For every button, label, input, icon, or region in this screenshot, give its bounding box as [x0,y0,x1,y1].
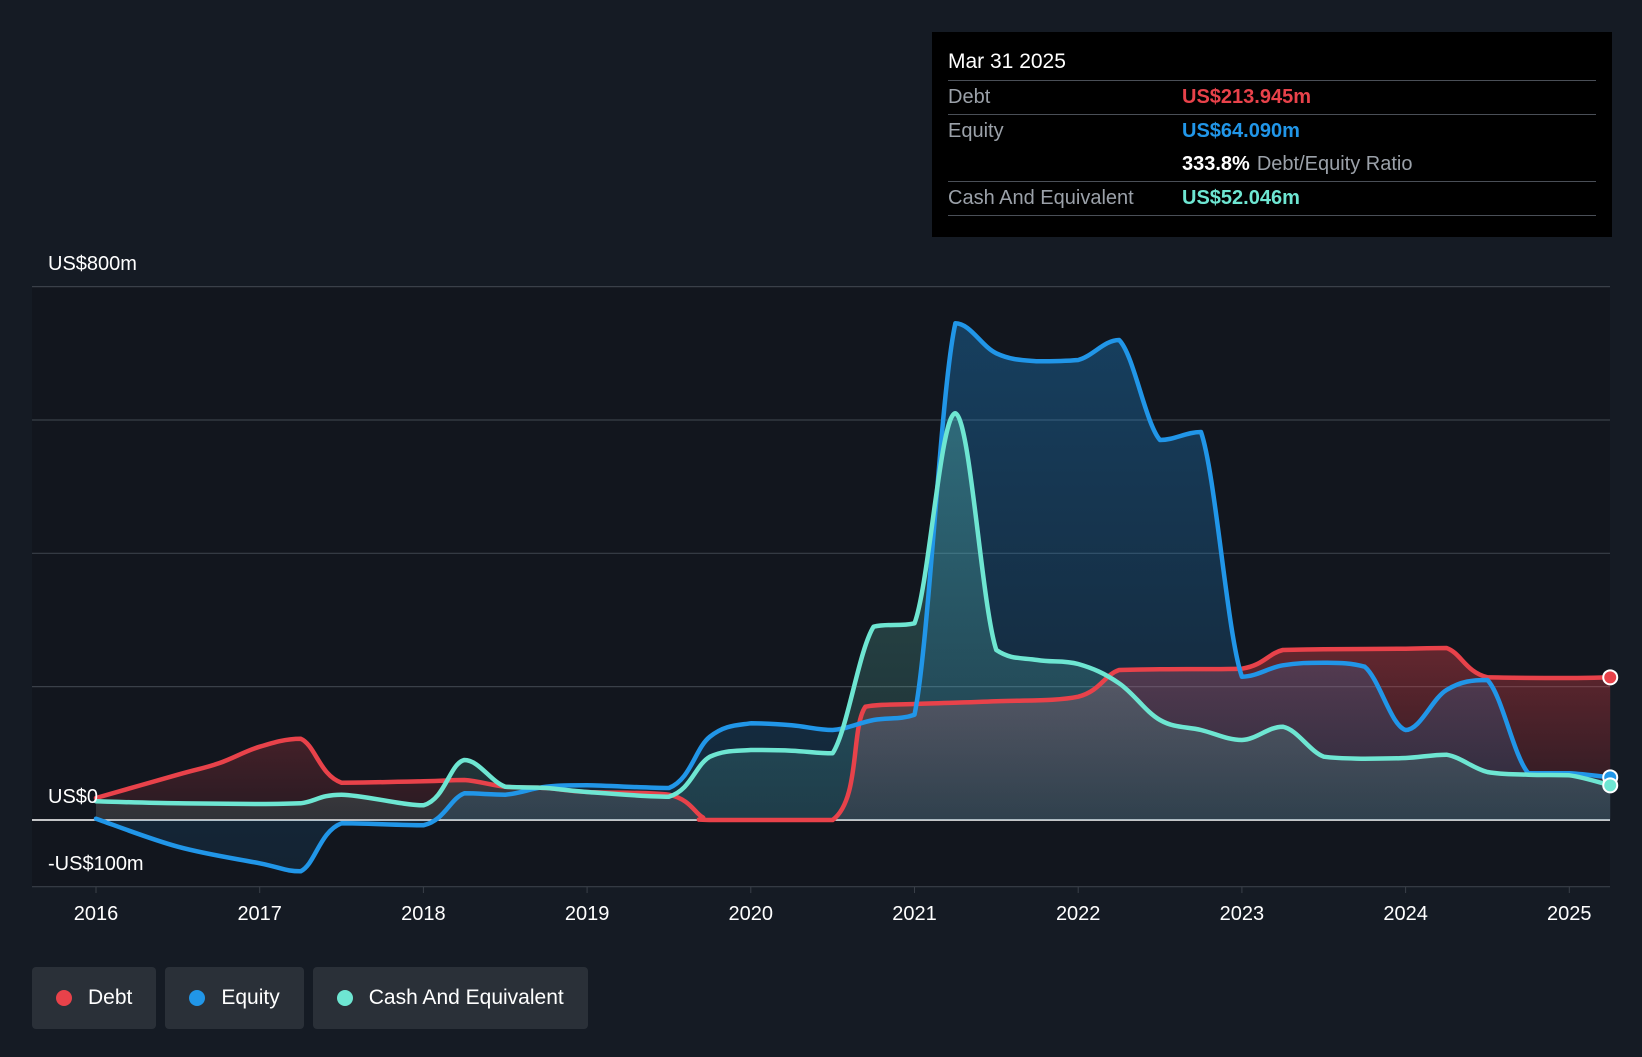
cash-line [93,411,1613,808]
debt-line [93,645,1613,823]
tooltip-date: Mar 31 2025 [948,46,1596,81]
tooltip-cash-label: Cash And Equivalent [948,187,1134,209]
cash-end-marker [1602,777,1619,794]
hover-tooltip: Mar 31 2025 Debt US$213.945m Equity US$6… [932,32,1612,237]
equity-line [93,321,1613,874]
x-tick-label: 2023 [1220,903,1265,925]
tooltip-debt-value: US$213.945m [1182,86,1311,108]
x-tick-label: 2021 [892,903,937,925]
x-tick-label: 2025 [1547,903,1592,925]
gridlines [32,286,1610,888]
x-tick-label: 2019 [565,903,610,925]
series-areas [96,323,1611,872]
tooltip-ratio-spacer [948,148,1182,181]
debt-end-marker [1602,669,1619,686]
legend-dot-cash-icon [336,990,353,1006]
y-label-bottom: -US$100m [48,853,144,875]
tooltip-ratio-row: 333.8% Debt/Equity Ratio [948,148,1596,182]
legend-label-cash: Cash And Equivalent [368,986,564,1009]
x-tick-label: 2022 [1056,903,1101,925]
tooltip-debt-row: Debt US$213.945m [948,81,1596,115]
cash-area [96,413,1611,820]
tooltip-equity-value: US$64.090m [1182,120,1300,142]
series-lines [93,321,1613,874]
legend-label-equity: Equity [221,986,280,1009]
tooltip-cash-value: US$52.046m [1182,187,1300,209]
tooltip-equity-label: Equity [948,120,1004,142]
legend-dot-equity-icon [189,990,206,1006]
legend-item-equity[interactable]: Equity [165,967,304,1029]
tooltip-debt-label: Debt [948,86,991,108]
legend-item-cash[interactable]: Cash And Equivalent [312,967,588,1029]
series-end-markers [1602,669,1619,794]
x-axis-ticks: 2016 2017 2018 2019 2020 2021 2022 2023 2024 2025 [74,887,1592,925]
x-tick-label: 2024 [1383,903,1428,925]
tooltip-ratio-label: Debt/Equity Ratio [1256,153,1413,175]
x-tick-label: 2016 [74,903,119,925]
equity-area [96,323,1611,872]
tooltip-ratio-text: 333.8% Debt/Equity Ratio [1182,148,1412,181]
legend-dot-debt-icon [56,990,72,1006]
chart-legend: Debt Equity Cash And Equivalent [32,967,588,1029]
legend-item-debt[interactable]: Debt [32,967,157,1029]
x-tick-label: 2020 [729,903,774,925]
x-tick-label: 2017 [237,903,282,925]
tooltip-equity-row: Equity US$64.090m [948,115,1596,148]
tooltip-cash-row: Cash And Equivalent US$52.046m [948,182,1596,216]
y-label-top: US$800m [48,253,137,275]
legend-label-debt: Debt [88,986,133,1009]
tooltip-ratio-value: 333.8% [1182,153,1250,175]
x-tick-label: 2018 [401,903,446,925]
y-label-zero: US$0 [48,786,98,808]
